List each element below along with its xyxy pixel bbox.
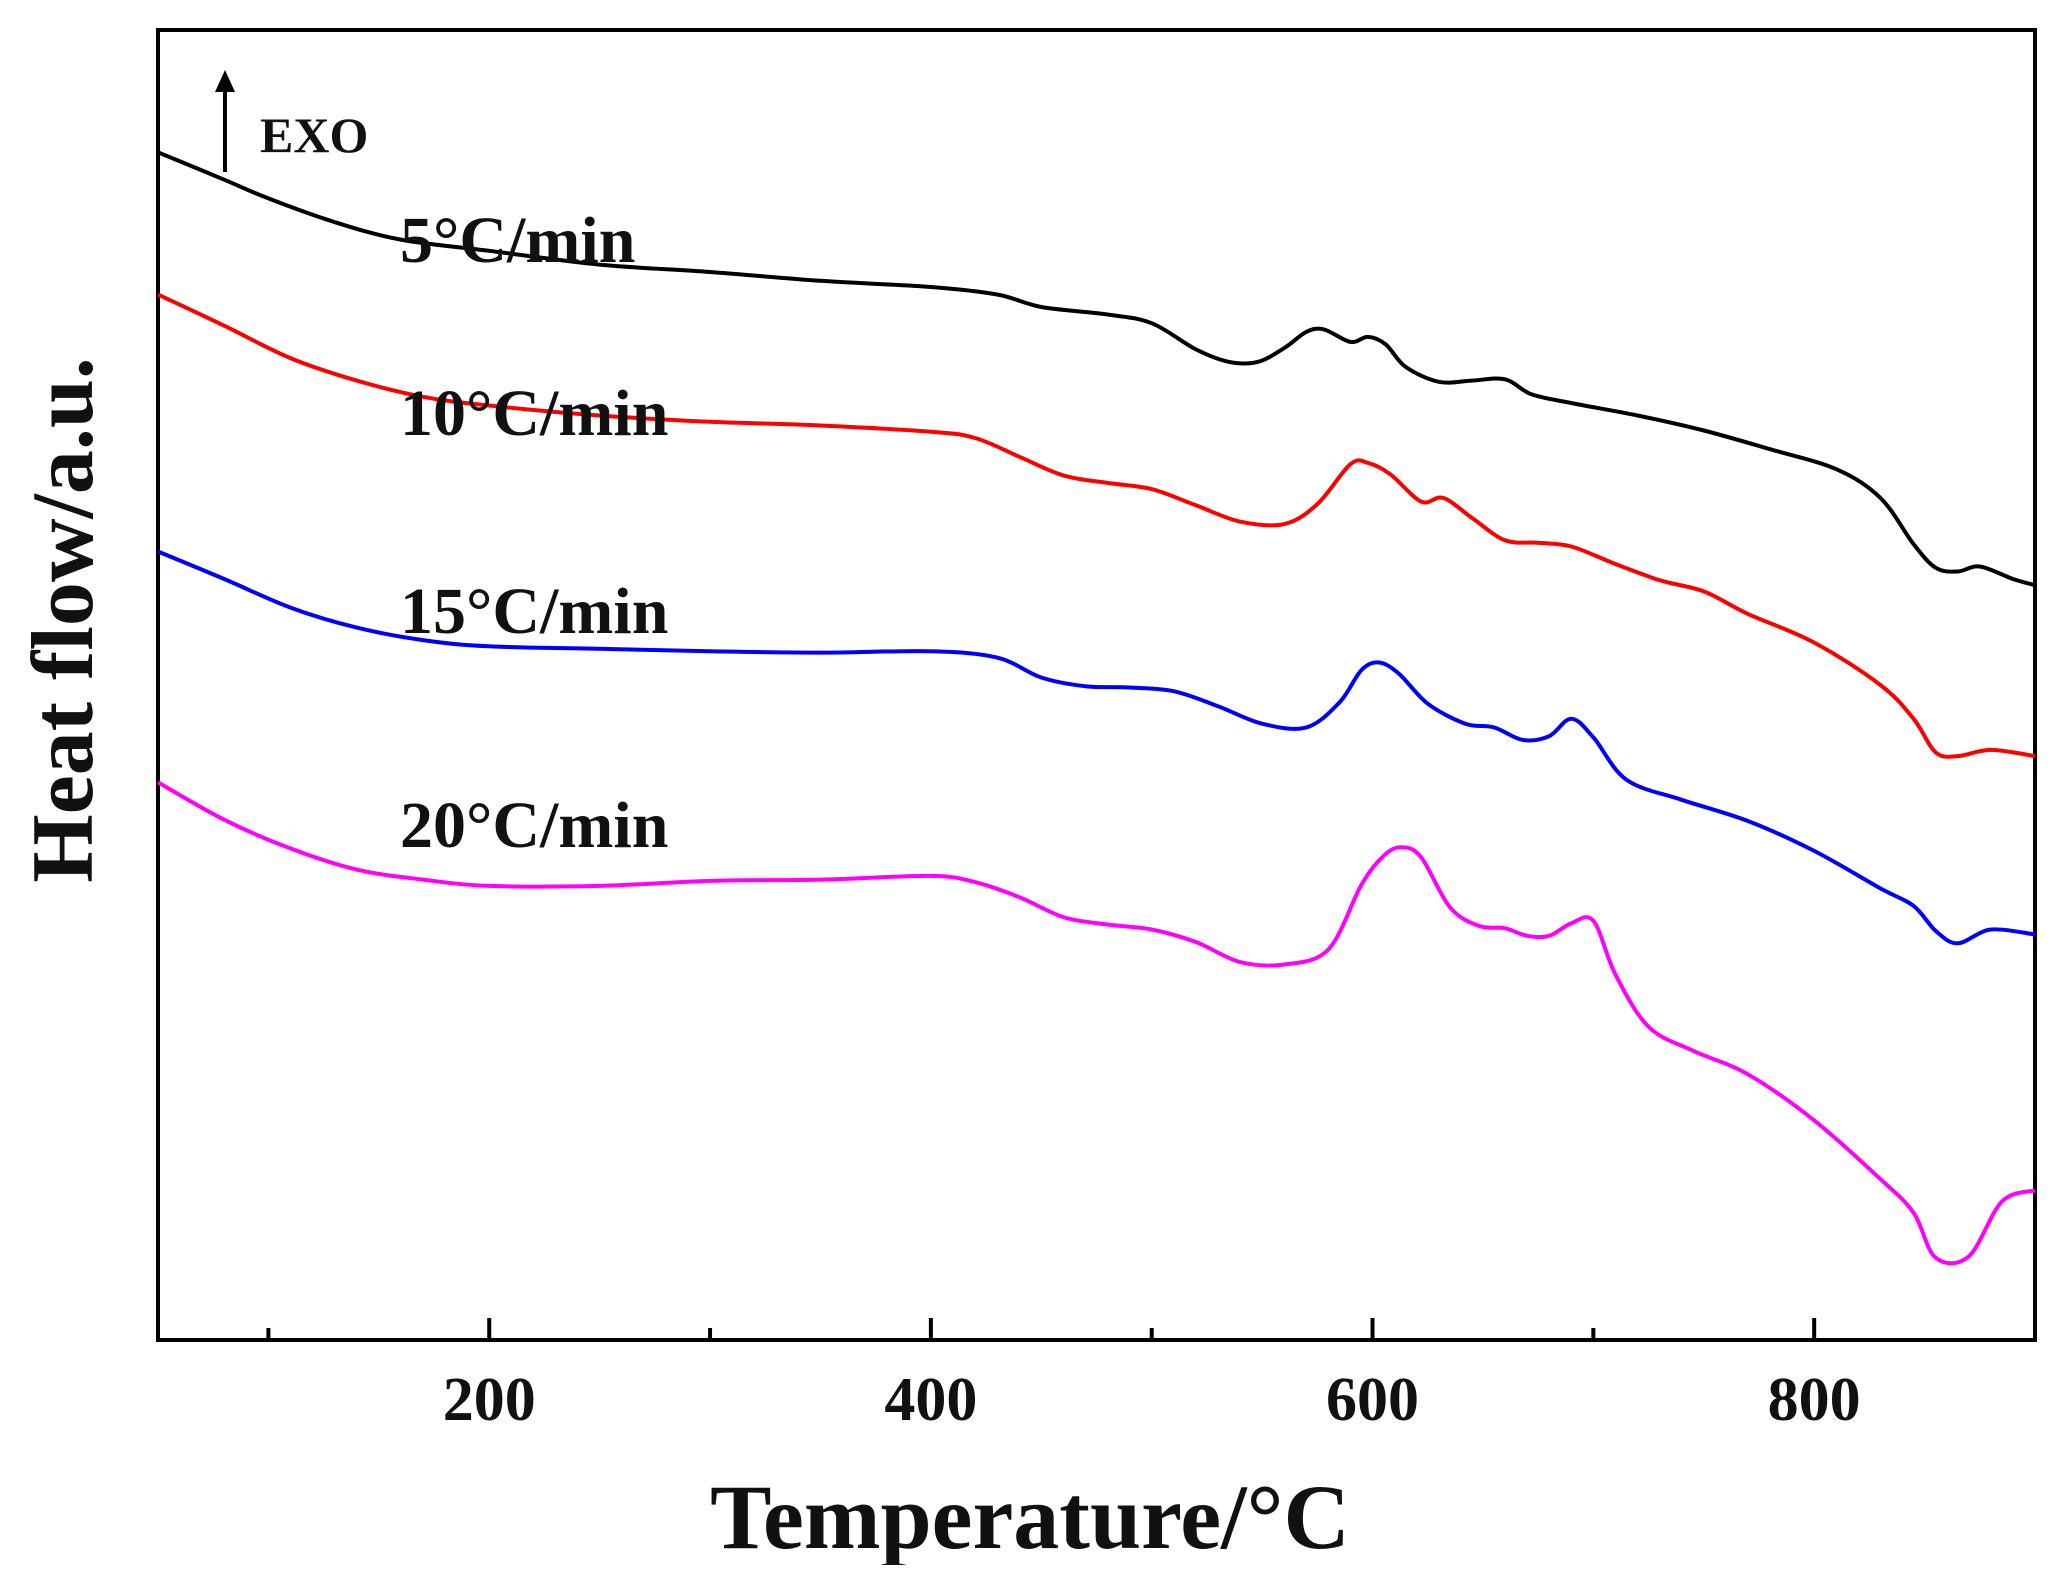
series-line-3 [157,549,2036,946]
y-axis-title: Heat flow/a.u. [15,357,112,883]
series-label-1: 5°C/min [400,204,635,277]
series-label-4: 20°C/min [400,789,668,862]
series-label-2: 10°C/min [400,377,668,450]
x-tick-label: 800 [1768,1366,1861,1434]
x-axis-title: Temperature/°C [710,1466,1350,1565]
curves-layer [157,150,2036,1266]
series-line-1 [157,150,2036,588]
exo-label: EXO [260,107,368,163]
x-tick-label: 400 [884,1366,977,1434]
series-line-2 [157,292,2036,759]
series-labels: 5°C/min 10°C/min 15°C/min 20°C/min [400,204,668,862]
up-arrow-head-icon [215,70,235,92]
x-axis-ticks: 200 400 600 800 [266,1318,1861,1434]
x-tick-label: 600 [1326,1366,1419,1434]
exo-annotation: EXO [215,70,368,172]
plot-frame [156,28,2037,1342]
x-tick-label: 200 [443,1366,536,1434]
series-line-4 [157,780,2036,1266]
series-label-3: 15°C/min [400,575,668,648]
